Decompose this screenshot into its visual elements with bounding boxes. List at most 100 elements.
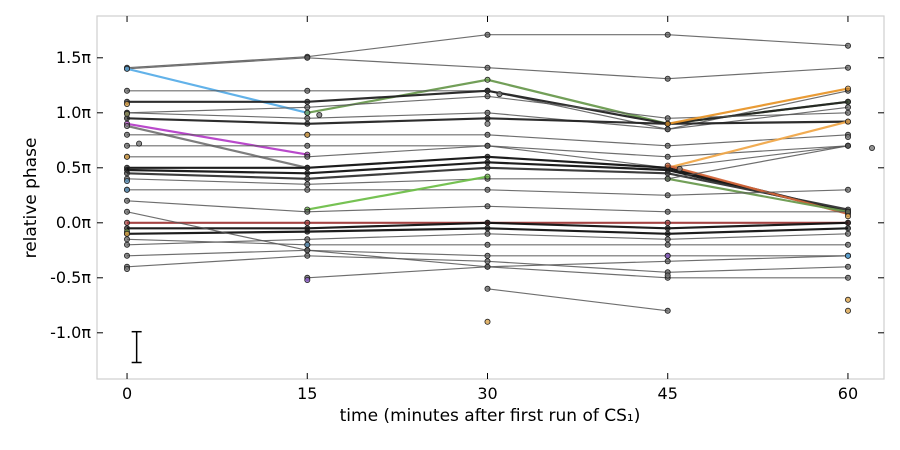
- series-point-30-0: [124, 252, 131, 259]
- scatter-point-14: [664, 252, 671, 259]
- y-axis-label: relative phase: [21, 138, 41, 259]
- series-point-13-0: [124, 142, 131, 149]
- series-point-31-0: [124, 208, 131, 215]
- series-point-0-3: [664, 31, 671, 38]
- series-point-7-2: [484, 93, 491, 100]
- series-point-9-0: [664, 120, 671, 127]
- x-tick-label-1: 15: [297, 384, 317, 403]
- y-tick-label-2: 0.5π: [56, 158, 91, 177]
- series-point-26-2: [484, 219, 491, 226]
- scatter-point-19: [845, 213, 852, 220]
- series-point-29-1: [304, 236, 311, 243]
- y-axis-ticks: 1.5π 1.0π 0.5π 0.0π -0.5π -1.0π: [50, 48, 884, 342]
- x-axis-ticks: 0 15 30 45 60: [122, 16, 858, 403]
- series-point-28-3: [664, 241, 671, 248]
- scatter-point-17: [845, 252, 852, 259]
- y-tick-label-4: -0.5π: [50, 268, 91, 287]
- series-point-28-0: [124, 236, 131, 243]
- series-point-24-2: [484, 203, 491, 210]
- series-point-3-0: [304, 109, 311, 116]
- series-point-17-1: [304, 170, 311, 177]
- series-point-27-1: [304, 228, 311, 235]
- series-point-27-2: [484, 225, 491, 232]
- series-point-2-0: [124, 65, 131, 72]
- series-point-24-3: [664, 208, 671, 215]
- series-point-22-3: [664, 192, 671, 199]
- series-point-31-3: [664, 258, 671, 265]
- scatter-point-5: [124, 230, 131, 237]
- series-point-23-1: [484, 173, 491, 180]
- series-point-0-2: [484, 31, 491, 38]
- series-line-9: [667, 87, 849, 125]
- series-point-12-3: [664, 142, 671, 149]
- x-axis-label: time (minutes after first run of CS₁): [340, 406, 641, 426]
- series-point-33-1: [304, 252, 311, 259]
- series-point-18-3: [664, 170, 671, 177]
- scatter-point-24: [676, 165, 683, 172]
- scatter-point-13: [664, 272, 671, 279]
- series-point-25-1: [304, 219, 311, 226]
- series-point-13-1: [304, 142, 311, 149]
- series-point-29-3: [664, 236, 671, 243]
- series-point-8-2: [484, 115, 491, 122]
- series-point-25-0: [124, 219, 131, 226]
- x-tick-label-0: 0: [122, 384, 132, 403]
- series-point-34-1: [664, 307, 671, 314]
- series-point-4-1: [304, 87, 311, 94]
- series-point-5-1: [304, 98, 311, 105]
- series-point-3-1: [484, 76, 491, 83]
- series-point-4-0: [124, 87, 131, 94]
- series-point-13-3: [664, 153, 671, 160]
- series-point-7-1: [304, 104, 311, 111]
- series-point-26-3: [664, 225, 671, 232]
- series-point-29-2: [484, 230, 491, 237]
- series-point-32-3: [845, 274, 852, 281]
- series-line-11: [126, 124, 308, 169]
- scatter-point-0: [124, 101, 131, 108]
- y-tick-label-0: 1.5π: [56, 48, 91, 67]
- series-point-21-1: [304, 181, 311, 188]
- series-point-14-1: [304, 153, 311, 160]
- series-point-1-2: [484, 64, 491, 71]
- series-point-22-4: [845, 186, 852, 193]
- series-point-12-0: [124, 131, 131, 138]
- series-point-27-3: [664, 230, 671, 237]
- series-point-14-2: [484, 142, 491, 149]
- series-point-6-3: [664, 126, 671, 133]
- scatter-point-15: [845, 296, 852, 303]
- series-point-34-0: [484, 285, 491, 292]
- series-point-7-4: [845, 109, 852, 116]
- scatter-point-1: [124, 110, 131, 117]
- x-tick-label-2: 30: [477, 384, 497, 403]
- series-point-11-0: [124, 123, 131, 130]
- error-bar: [131, 330, 142, 364]
- scatter-point-12: [484, 120, 491, 127]
- series-line-20: [667, 177, 849, 213]
- y-tick-label-5: -1.0π: [50, 323, 91, 342]
- series-point-0-4: [845, 42, 852, 49]
- series-point-6-4: [845, 104, 852, 111]
- series-point-1-4: [845, 64, 852, 71]
- series-point-18-1: [304, 175, 311, 182]
- series-point-5-2: [484, 87, 491, 94]
- series-point-22-2: [484, 186, 491, 193]
- series-line-34: [487, 288, 668, 312]
- series-point-7-3: [664, 115, 671, 122]
- series-point-33-4: [845, 263, 852, 270]
- y-tick-label-1: 1.0π: [56, 103, 91, 122]
- series-point-28-4: [845, 241, 852, 248]
- scatter-point-3: [124, 186, 131, 193]
- series-point-1-3: [664, 75, 671, 82]
- series-point-16-2: [484, 153, 491, 160]
- scatter-point-23: [496, 91, 503, 98]
- scatter-point-2: [124, 177, 131, 184]
- series-line-23: [307, 175, 488, 211]
- series-point-5-4: [845, 98, 852, 105]
- series-point-26-4: [845, 219, 852, 226]
- series-point-27-4: [845, 225, 852, 232]
- series-line-15: [667, 120, 849, 169]
- series-point-1-1: [304, 54, 311, 61]
- series-point-28-2: [484, 241, 491, 248]
- series-point-18-0: [124, 170, 131, 177]
